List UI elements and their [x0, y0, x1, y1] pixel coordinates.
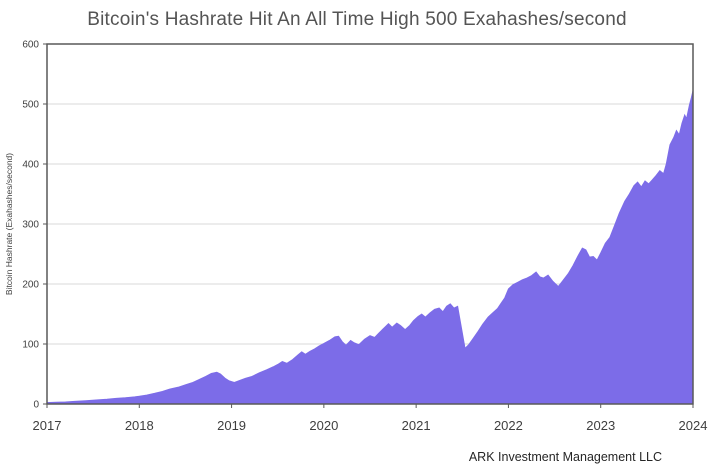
hashrate-area-series — [46, 90, 694, 405]
x-tick-label-2023: 2023 — [586, 418, 615, 433]
x-tick-label-2024: 2024 — [679, 418, 708, 433]
attribution-text: ARK Investment Management LLC — [468, 450, 662, 464]
x-tick-label-2017: 2017 — [33, 418, 62, 433]
x-tick-label-2019: 2019 — [217, 418, 246, 433]
x-tick-label-2021: 2021 — [402, 418, 431, 433]
chart-title: Bitcoin's Hashrate Hit An All Time High … — [87, 9, 627, 30]
x-tick-label-2018: 2018 — [125, 418, 154, 433]
y-tick-label-500: 500 — [22, 100, 39, 111]
y-tick-label-400: 400 — [22, 160, 39, 171]
y-tick-label-300: 300 — [22, 220, 39, 231]
x-tick-label-2020: 2020 — [309, 418, 338, 433]
x-tick-label-2022: 2022 — [494, 418, 523, 433]
y-tick-label-100: 100 — [22, 340, 39, 351]
y-tick-label-0: 0 — [33, 400, 39, 411]
y-tick-label-600: 600 — [22, 40, 39, 51]
y-tick-label-200: 200 — [22, 280, 39, 291]
